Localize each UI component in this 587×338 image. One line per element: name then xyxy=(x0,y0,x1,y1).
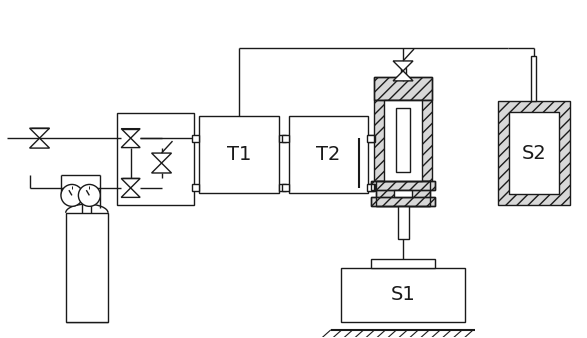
Bar xyxy=(282,135,289,142)
Bar xyxy=(279,135,285,142)
Bar xyxy=(370,197,436,206)
Text: T1: T1 xyxy=(227,145,251,164)
Bar xyxy=(341,268,465,322)
Bar xyxy=(199,116,279,193)
Bar xyxy=(66,213,108,322)
Circle shape xyxy=(61,185,83,206)
Bar xyxy=(375,77,431,100)
Bar xyxy=(368,185,375,191)
Bar xyxy=(374,100,432,182)
Bar xyxy=(368,135,375,142)
Bar xyxy=(370,182,436,190)
Text: S2: S2 xyxy=(521,144,546,163)
Bar xyxy=(370,259,436,268)
Polygon shape xyxy=(151,163,171,173)
Circle shape xyxy=(79,185,100,206)
Bar xyxy=(282,185,289,191)
Bar xyxy=(117,113,194,206)
Bar xyxy=(376,182,430,206)
Bar xyxy=(396,108,410,172)
Polygon shape xyxy=(121,188,140,197)
Bar xyxy=(192,135,199,142)
Bar xyxy=(508,112,559,194)
Bar xyxy=(289,116,368,193)
Bar xyxy=(531,56,537,101)
Polygon shape xyxy=(29,128,49,138)
Bar xyxy=(376,182,430,206)
Polygon shape xyxy=(151,153,171,163)
Polygon shape xyxy=(121,138,140,148)
Polygon shape xyxy=(121,178,140,188)
Bar xyxy=(367,185,374,191)
Bar xyxy=(279,185,285,191)
Text: T2: T2 xyxy=(316,145,340,164)
Bar xyxy=(370,182,436,190)
Text: S1: S1 xyxy=(391,286,416,305)
Polygon shape xyxy=(121,129,140,138)
Bar xyxy=(394,190,412,197)
Bar xyxy=(375,77,431,100)
Bar xyxy=(400,68,406,77)
Polygon shape xyxy=(29,138,49,148)
Polygon shape xyxy=(393,61,413,71)
Bar xyxy=(367,135,374,142)
Polygon shape xyxy=(393,71,413,81)
Bar xyxy=(370,197,436,206)
Bar xyxy=(498,101,570,206)
Bar xyxy=(192,185,199,191)
Bar xyxy=(397,206,409,239)
Bar xyxy=(384,100,422,182)
